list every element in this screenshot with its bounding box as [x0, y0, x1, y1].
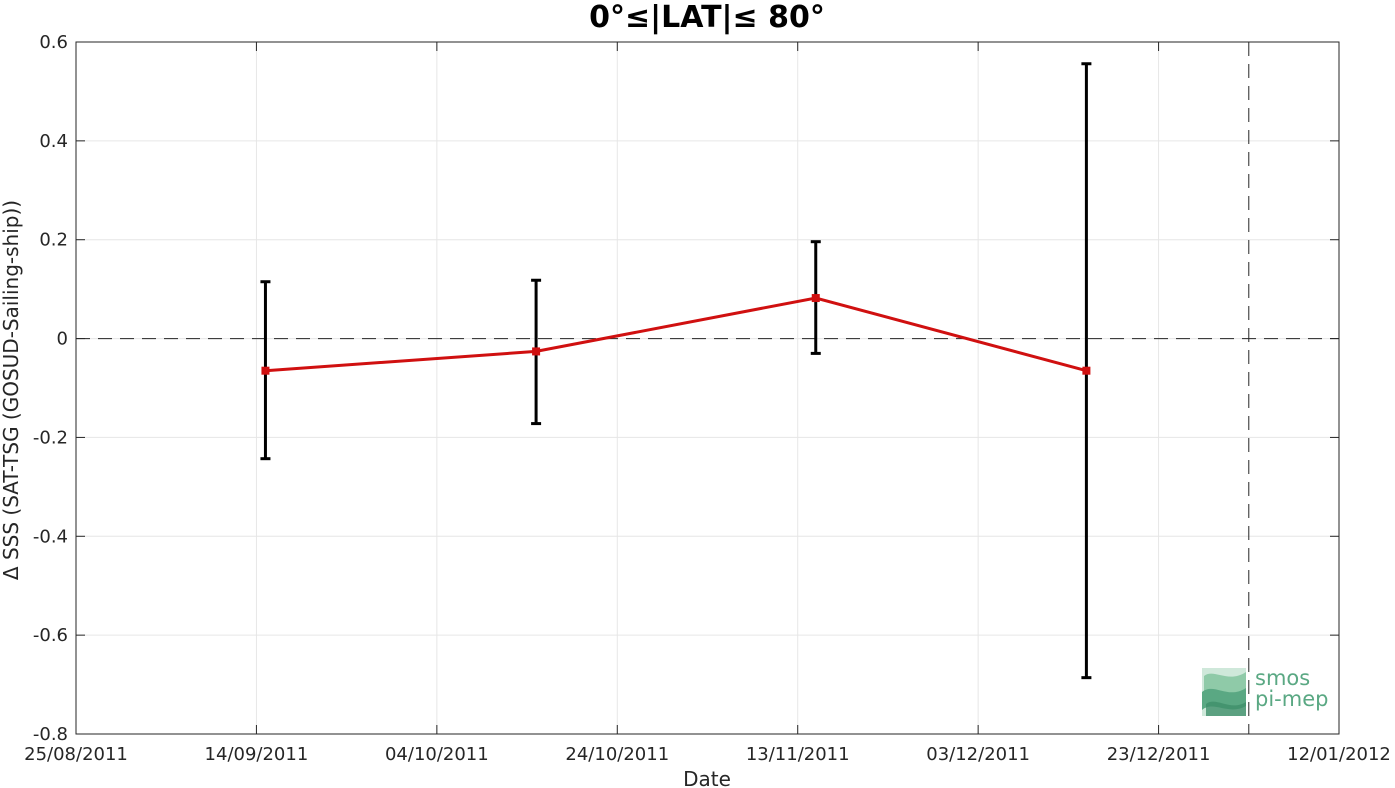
tick-labels: 25/08/2011 14/09/2011 04/10/2011 24/10/2011…	[24, 32, 1391, 765]
y-tick-label: 0	[57, 329, 68, 350]
x-tick-label: 14/09/2011	[205, 744, 309, 765]
reference-lines	[76, 42, 1339, 734]
series	[261, 294, 1091, 375]
logo-text-pi-mep: pi-mep	[1255, 687, 1328, 711]
data-point	[811, 294, 820, 303]
logo-text-smos: smos	[1255, 666, 1310, 690]
y-axis-label: Δ SSS (SAT-TSG (GOSUD-Sailing-ship))	[0, 200, 23, 580]
x-tick-label: 04/10/2011	[385, 744, 489, 765]
data-point	[261, 366, 270, 375]
y-tick-label: 0.2	[39, 230, 68, 251]
x-axis-label: Date	[683, 767, 731, 788]
x-tick-label: 25/08/2011	[24, 744, 128, 765]
plot-frame	[75, 41, 1340, 735]
y-tick-label: -0.2	[33, 427, 68, 448]
x-tick-label: 12/01/2012	[1287, 744, 1391, 765]
chart-title: 0°≤|LAT|≤ 80°	[589, 0, 825, 35]
y-tick-label: -0.4	[33, 526, 68, 547]
y-tick-label: -0.6	[33, 625, 68, 646]
ticks	[75, 41, 1340, 735]
x-tick-label: 03/12/2011	[926, 744, 1030, 765]
x-tick-label: 24/10/2011	[565, 744, 669, 765]
x-tick-label: 13/11/2011	[746, 744, 850, 765]
data-point	[1082, 366, 1091, 375]
y-tick-label: 0.6	[39, 32, 68, 53]
smos-pi-mep-logo: smos pi-mep	[1202, 666, 1328, 716]
wave-icon	[1202, 668, 1246, 716]
y-tick-label: 0.4	[39, 131, 68, 152]
x-tick-label: 23/12/2011	[1107, 744, 1211, 765]
data-point	[532, 347, 541, 356]
y-tick-label: -0.8	[33, 724, 68, 745]
series-line	[265, 296, 1087, 373]
